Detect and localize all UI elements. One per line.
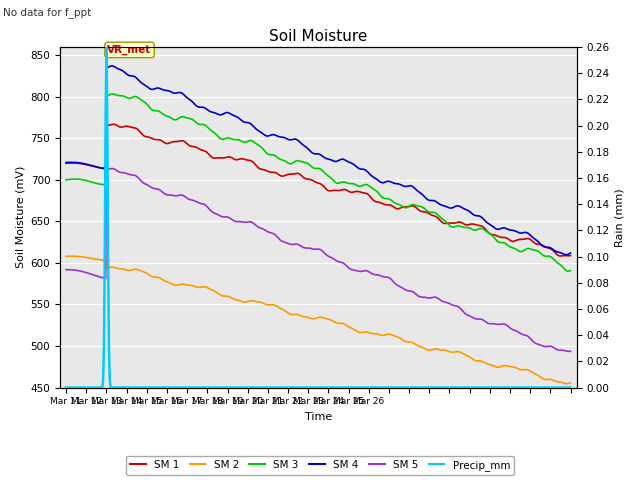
Y-axis label: Soil Moisture (mV): Soil Moisture (mV) bbox=[15, 166, 25, 268]
Title: Soil Moisture: Soil Moisture bbox=[269, 29, 367, 44]
Legend: SM 1, SM 2, SM 3, SM 4, SM 5, Precip_mm: SM 1, SM 2, SM 3, SM 4, SM 5, Precip_mm bbox=[125, 456, 515, 475]
X-axis label: Time: Time bbox=[305, 412, 332, 422]
Y-axis label: Rain (mm): Rain (mm) bbox=[615, 188, 625, 247]
Text: No data for f_ppt: No data for f_ppt bbox=[3, 7, 92, 18]
Text: VR_met: VR_met bbox=[108, 45, 152, 55]
